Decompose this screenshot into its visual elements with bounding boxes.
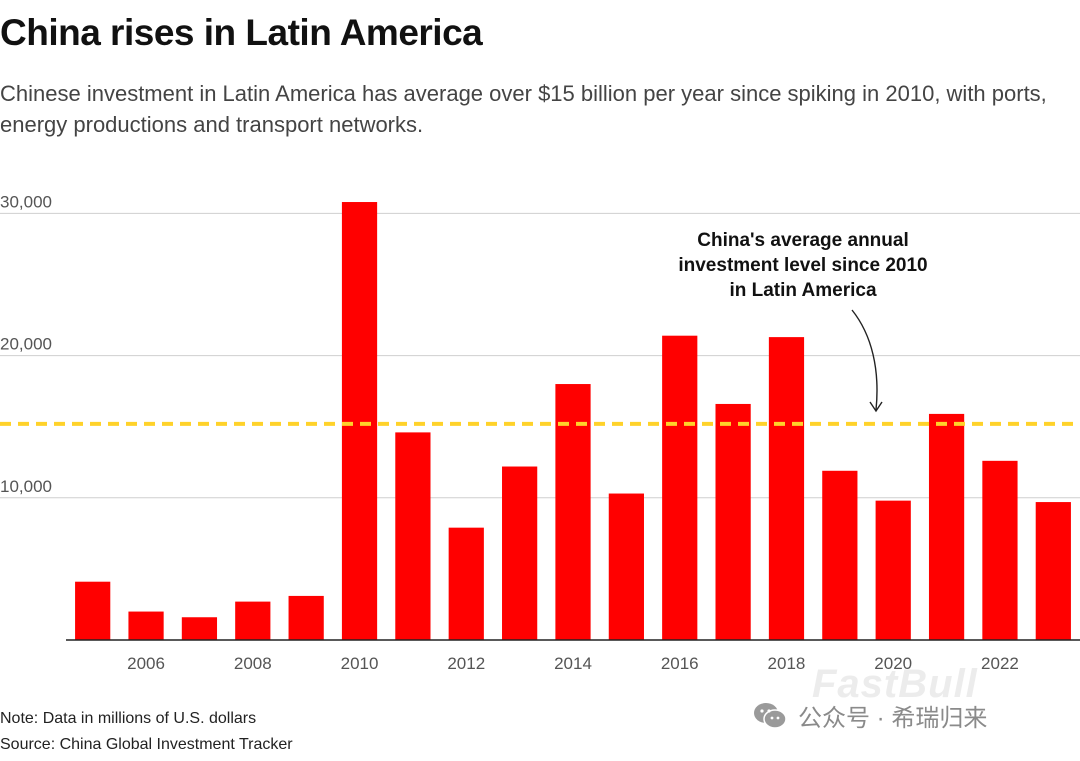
x-tick-label: 2018 [768, 654, 806, 673]
x-tick-label: 2022 [981, 654, 1019, 673]
bar-2013 [502, 466, 538, 640]
y-tick-label: 20,000 [0, 335, 52, 354]
annotation-line-3: in Latin America [729, 280, 877, 301]
wechat-account-name: 公众号 · 希瑞归来 [798, 705, 988, 732]
bars [75, 202, 1071, 641]
annotation-arrowhead [869, 401, 883, 413]
bar-2006 [128, 611, 164, 640]
bar-2014 [555, 384, 591, 640]
bar-2023 [1035, 502, 1071, 640]
x-tick-label: 2016 [661, 654, 699, 673]
footer-source: Source: China Global Investment Tracker [0, 736, 293, 753]
x-tick-label: 2014 [554, 654, 592, 673]
footer-note: Note: Data in millions of U.S. dollars [0, 710, 257, 727]
annotation-line-2: investment level since 2010 [678, 255, 927, 276]
x-tick-label: 2012 [447, 654, 485, 673]
chart-subtitle: Chinese investment in Latin America has … [0, 81, 1047, 137]
wechat-icon [754, 702, 787, 729]
y-tick-label: 10,000 [0, 477, 52, 496]
bar-2010 [341, 202, 378, 641]
bar-2015 [608, 493, 644, 640]
bar-2016 [662, 335, 698, 640]
bar-2022 [982, 460, 1018, 640]
x-tick-label: 2020 [874, 654, 912, 673]
bar-2005 [75, 581, 111, 640]
bar-2007 [181, 617, 218, 640]
x-axis: 2006 2008 2010 2012 2014 2016 2018 2020 2022 [66, 639, 1080, 673]
bar-2017 [715, 403, 751, 640]
x-tick-label: 2008 [234, 654, 272, 673]
y-tick-label: 30,000 [0, 192, 52, 211]
x-tick-label: 2006 [127, 654, 165, 673]
y-axis-ticks: 10,000 20,000 30,000 [0, 192, 52, 495]
bar-2019 [822, 470, 858, 640]
annotation-arrow [851, 309, 878, 411]
x-tick-label: 2010 [341, 654, 379, 673]
annotation: China's average annual investment level … [678, 230, 928, 413]
annotation-line-1: China's average annual [697, 230, 909, 251]
bar-2009 [288, 595, 324, 640]
bar-2008 [235, 601, 271, 640]
bar-2018 [768, 337, 805, 640]
watermark-text: FastBull [812, 662, 978, 706]
bar-2021 [928, 413, 965, 640]
bar-2020 [875, 500, 911, 640]
gridlines [0, 212, 1080, 499]
bar-2012 [448, 527, 484, 640]
bar-2011 [395, 432, 431, 640]
wechat-branding: 公众号 · 希瑞归来 [752, 698, 987, 733]
chart-title: China rises in Latin America [0, 12, 483, 53]
